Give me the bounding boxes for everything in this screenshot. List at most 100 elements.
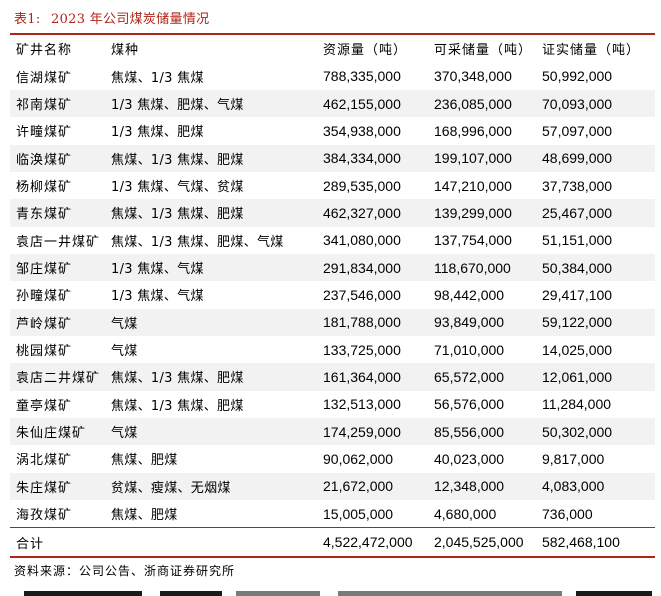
table-row: 临涣煤矿 焦煤、1/3 焦煤、肥煤 384,334,000 199,107,000 48… bbox=[10, 144, 655, 172]
header-resources: 资源量（吨） bbox=[323, 43, 408, 59]
cell-mine-name: 童亭煤矿 bbox=[16, 398, 73, 414]
cell-coal-type: 贫煤、瘦煤、无烟煤 bbox=[111, 480, 231, 496]
cell-coal-type: 气煤 bbox=[111, 316, 138, 332]
cell-coal-type: 1/3 焦煤、肥煤、气煤 bbox=[111, 98, 244, 114]
table-row: 孙疃煤矿 1/3 焦煤、气煤 237,546,000 98,442,000 29,417… bbox=[10, 281, 655, 308]
total-recoverable: 2,045,525,000 bbox=[434, 534, 524, 551]
table-row: 邹庄煤矿 1/3 焦煤、气煤 291,834,000 118,670,000 50,38… bbox=[10, 253, 655, 282]
cell-mine-name: 孙疃煤矿 bbox=[16, 289, 73, 305]
cell-proven: 29,417,100 bbox=[542, 286, 613, 303]
cell-resources: 15,005,000 bbox=[323, 505, 394, 522]
cell-recoverable: 4,680,000 bbox=[434, 505, 497, 522]
cell-recoverable: 65,572,000 bbox=[434, 368, 505, 385]
cell-resources: 462,155,000 bbox=[323, 95, 401, 112]
cell-coal-type: 焦煤、1/3 焦煤 bbox=[111, 70, 204, 86]
cell-recoverable: 71,010,000 bbox=[434, 341, 505, 358]
coal-reserves-table: 矿井名称 煤种 资源量（吨） 可采储量（吨） 证实储量（吨） 信湖煤矿焦煤、1/… bbox=[10, 33, 655, 558]
cell-proven: 48,699,000 bbox=[542, 150, 613, 167]
cell-proven: 11,284,000 bbox=[542, 396, 612, 413]
cell-recoverable: 168,996,000 bbox=[434, 122, 512, 139]
caption-label: 表1: bbox=[14, 12, 41, 27]
cell-proven: 59,122,000 bbox=[542, 314, 613, 331]
cell-coal-type: 气煤 bbox=[111, 344, 138, 360]
cell-resources: 341,080,000 bbox=[323, 232, 401, 249]
cell-coal-type: 焦煤、1/3 焦煤、肥煤 bbox=[111, 398, 244, 414]
table-bottom-rule bbox=[10, 555, 655, 558]
header-coal-type: 煤种 bbox=[111, 43, 140, 59]
cell-coal-type: 焦煤、肥煤 bbox=[111, 508, 178, 524]
cell-resources: 788,335,000 bbox=[323, 68, 401, 85]
table-caption: 表1: 2023 年公司煤炭储量情况 bbox=[14, 8, 209, 27]
cell-recoverable: 93,849,000 bbox=[434, 314, 505, 331]
cell-mine-name: 芦岭煤矿 bbox=[16, 316, 73, 332]
cutoff-text-line bbox=[20, 587, 655, 596]
table-body: 信湖煤矿 焦煤、1/3 焦煤 788,335,000 370,348,000 50,99… bbox=[10, 63, 655, 528]
cell-mine-name: 袁店二井煤矿 bbox=[16, 371, 101, 387]
cell-recoverable: 12,348,000 bbox=[434, 478, 505, 495]
cell-proven: 50,302,000 bbox=[542, 423, 613, 440]
cell-resources: 237,546,000 bbox=[323, 286, 401, 303]
total-proven: 582,468,100 bbox=[542, 534, 620, 551]
cell-mine-name: 临涣煤矿 bbox=[16, 152, 73, 168]
cell-proven: 4,083,000 bbox=[542, 478, 605, 495]
cell-proven: 57,097,000 bbox=[542, 122, 613, 139]
cell-coal-type: 气煤 bbox=[111, 426, 138, 442]
cell-coal-type: 1/3 焦煤、气煤 bbox=[111, 262, 204, 278]
table-row: 海孜煤矿 焦煤、肥煤 15,005,000 4,680,000 736,000 bbox=[10, 500, 655, 527]
caption-title: 2023 年公司煤炭储量情况 bbox=[51, 12, 210, 27]
cell-recoverable: 56,576,000 bbox=[434, 396, 505, 413]
cell-coal-type: 焦煤、1/3 焦煤、肥煤 bbox=[111, 207, 244, 223]
cell-resources: 181,788,000 bbox=[323, 314, 401, 331]
cell-mine-name: 朱庄煤矿 bbox=[16, 480, 73, 496]
cell-mine-name: 袁店一井煤矿 bbox=[16, 234, 101, 250]
table-row: 朱仙庄煤矿 气煤 174,259,000 85,556,000 50,302,000 bbox=[10, 417, 655, 446]
cell-resources: 174,259,000 bbox=[323, 423, 401, 440]
cell-proven: 736,000 bbox=[542, 505, 593, 522]
cell-resources: 133,725,000 bbox=[323, 341, 401, 358]
cell-mine-name: 许疃煤矿 bbox=[16, 125, 73, 141]
cell-mine-name: 涡北煤矿 bbox=[16, 453, 73, 469]
cell-proven: 12,061,000 bbox=[542, 368, 613, 385]
cell-proven: 9,817,000 bbox=[542, 450, 605, 467]
table-row: 童亭煤矿 焦煤、1/3 焦煤、肥煤 132,513,000 56,576,000 11,… bbox=[10, 391, 655, 418]
total-label: 合计 bbox=[16, 536, 45, 552]
table-top-rule bbox=[10, 33, 655, 35]
cell-proven: 37,738,000 bbox=[542, 177, 613, 194]
table-row: 朱庄煤矿 贫煤、瘦煤、无烟煤 21,672,000 12,348,000 4,083,0… bbox=[10, 472, 655, 500]
table-header-row: 矿井名称 煤种 资源量（吨） 可采储量（吨） 证实储量（吨） bbox=[10, 35, 655, 63]
cell-resources: 90,062,000 bbox=[323, 450, 394, 467]
table-row: 袁店一井煤矿 焦煤、1/3 焦煤、肥煤、气煤 341,080,000 137,754,… bbox=[10, 227, 655, 254]
cell-coal-type: 1/3 焦煤、肥煤 bbox=[111, 125, 204, 141]
cell-mine-name: 杨柳煤矿 bbox=[16, 180, 73, 196]
cell-mine-name: 朱仙庄煤矿 bbox=[16, 426, 87, 442]
cell-recoverable: 137,754,000 bbox=[434, 232, 512, 249]
cell-resources: 291,834,000 bbox=[323, 259, 401, 276]
cell-recoverable: 118,670,000 bbox=[434, 259, 511, 276]
cell-recoverable: 370,348,000 bbox=[434, 68, 512, 85]
cell-proven: 50,384,000 bbox=[542, 259, 613, 276]
cell-proven: 14,025,000 bbox=[542, 341, 613, 358]
cell-mine-name: 信湖煤矿 bbox=[16, 70, 73, 86]
cell-mine-name: 海孜煤矿 bbox=[16, 508, 73, 524]
cell-coal-type: 焦煤、1/3 焦煤、肥煤 bbox=[111, 152, 244, 168]
cell-mine-name: 青东煤矿 bbox=[16, 207, 73, 223]
cell-recoverable: 147,210,000 bbox=[434, 177, 512, 194]
table-row: 杨柳煤矿 1/3 焦煤、气煤、贫煤 289,535,000 147,210,000 37… bbox=[10, 172, 655, 199]
cell-resources: 354,938,000 bbox=[323, 122, 401, 139]
cell-resources: 161,364,000 bbox=[323, 368, 401, 385]
cell-recoverable: 98,442,000 bbox=[434, 286, 505, 303]
cell-coal-type: 1/3 焦煤、气煤、贫煤 bbox=[111, 180, 244, 196]
table-row: 许疃煤矿 1/3 焦煤、肥煤 354,938,000 168,996,000 57,09… bbox=[10, 117, 655, 144]
source-note: 资料来源：公司公告、浙商证券研究所 bbox=[14, 564, 236, 578]
cell-proven: 51,151,000 bbox=[542, 232, 613, 249]
cell-coal-type: 焦煤、1/3 焦煤、肥煤 bbox=[111, 371, 244, 387]
header-mine-name: 矿井名称 bbox=[16, 43, 73, 59]
cell-resources: 462,327,000 bbox=[323, 204, 401, 221]
header-recoverable: 可采储量（吨） bbox=[434, 43, 533, 59]
cell-mine-name: 祁南煤矿 bbox=[16, 98, 73, 114]
cell-resources: 289,535,000 bbox=[323, 177, 401, 194]
cell-recoverable: 199,107,000 bbox=[434, 150, 512, 167]
cell-mine-name: 桃园煤矿 bbox=[16, 344, 73, 360]
cell-proven: 25,467,000 bbox=[542, 204, 613, 221]
total-resources: 4,522,472,000 bbox=[323, 534, 413, 551]
